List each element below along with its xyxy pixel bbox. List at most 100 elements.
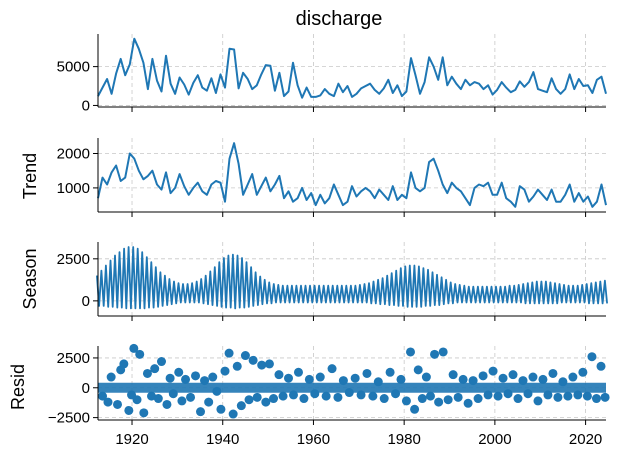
resid-point — [103, 397, 113, 407]
resid-point — [252, 392, 262, 402]
resid-point — [244, 395, 254, 405]
resid-point — [257, 360, 267, 370]
x-tick-label: 2000 — [478, 431, 511, 448]
resid-point — [406, 347, 416, 357]
resid-point — [413, 365, 423, 375]
resid-point — [396, 374, 406, 384]
y-tick-label: −2500 — [48, 410, 90, 427]
resid-point — [119, 359, 129, 369]
resid-point — [596, 361, 606, 371]
resid-point — [200, 376, 210, 386]
grid-layer — [98, 242, 606, 316]
series-layer — [98, 343, 610, 419]
resid-point — [264, 359, 274, 369]
resid-point — [228, 409, 238, 419]
y-tick-label: 0 — [82, 293, 90, 310]
resid-point — [391, 389, 401, 399]
resid-point — [488, 366, 498, 376]
resid-point — [232, 361, 242, 371]
resid-point — [327, 364, 337, 374]
resid-point — [600, 392, 610, 402]
resid-point — [417, 394, 427, 404]
resid-point — [385, 367, 395, 377]
panel-observed: 0 5000 — [57, 34, 607, 114]
resid-point — [216, 404, 226, 414]
resid-point — [310, 389, 320, 399]
grid-layer — [98, 34, 606, 107]
resid-point — [240, 351, 250, 361]
panel-resid: −2500 0 2500 Resid — [8, 343, 610, 427]
resid-point — [548, 368, 558, 378]
resid-point — [448, 370, 458, 380]
resid-point — [591, 394, 601, 404]
resid-point — [379, 394, 389, 404]
resid-point — [174, 367, 184, 377]
x-tick-label: 2020 — [569, 431, 602, 448]
resid-point — [421, 372, 431, 382]
ylabel-season: Season — [20, 248, 40, 309]
resid-point — [129, 343, 139, 353]
resid-point — [434, 397, 444, 407]
resid-point — [563, 391, 573, 401]
resid-point — [558, 377, 568, 387]
resid-point — [463, 398, 473, 408]
ytick-layer: 0 5000 — [57, 59, 98, 114]
y-tick-label: 2500 — [57, 350, 90, 367]
resid-point — [278, 391, 288, 401]
resid-point — [493, 391, 503, 401]
resid-point — [220, 366, 230, 376]
resid-point — [98, 391, 108, 401]
series-layer — [97, 142, 607, 208]
x-tick-label: 1940 — [206, 431, 239, 448]
resid-point — [513, 394, 523, 404]
chart-title: discharge — [296, 8, 383, 30]
series-layer — [96, 246, 608, 310]
resid-point — [177, 396, 187, 406]
axes-layer — [97, 138, 606, 217]
resid-point — [299, 394, 309, 404]
resid-point — [438, 347, 448, 357]
series-line-season — [96, 246, 608, 310]
x-tick-label: 1980 — [387, 431, 420, 448]
resid-point — [523, 389, 533, 399]
resid-point — [142, 368, 152, 378]
resid-point — [191, 371, 201, 381]
resid-point — [139, 408, 149, 418]
xtick-label-layer: 1920 1940 1960 1980 2000 2020 — [115, 431, 602, 448]
axes-layer — [97, 242, 606, 321]
y-tick-label: 2500 — [57, 251, 90, 268]
resid-point — [293, 367, 303, 377]
resid-point — [236, 401, 246, 411]
resid-point — [473, 394, 483, 404]
panel-trend: 1000 2000 Trend — [20, 138, 607, 217]
resid-point — [315, 372, 325, 382]
axes-layer — [97, 34, 606, 112]
resid-point — [106, 372, 116, 382]
resid-point — [543, 390, 553, 400]
resid-point — [208, 372, 218, 382]
resid-point — [582, 391, 592, 401]
resid-point — [587, 352, 597, 362]
resid-point — [135, 349, 145, 359]
y-tick-label: 5000 — [57, 59, 90, 76]
resid-point — [453, 392, 463, 402]
resid-point — [356, 390, 366, 400]
y-tick-label: 0 — [82, 380, 90, 397]
resid-point — [162, 399, 172, 409]
x-tick-label: 1960 — [297, 431, 330, 448]
resid-point — [333, 392, 343, 402]
resid-point — [458, 374, 468, 384]
resid-point — [362, 368, 372, 378]
resid-point — [186, 392, 196, 402]
y-tick-label: 2000 — [57, 145, 90, 162]
resid-point — [153, 394, 163, 404]
resid-point — [478, 371, 488, 381]
resid-point — [518, 376, 528, 386]
y-tick-label: 0 — [82, 97, 90, 114]
resid-point — [274, 370, 284, 380]
resid-point — [113, 399, 123, 409]
resid-point — [338, 376, 348, 386]
series-line-trend — [97, 142, 607, 208]
resid-point — [269, 394, 279, 404]
resid-point — [147, 391, 157, 401]
